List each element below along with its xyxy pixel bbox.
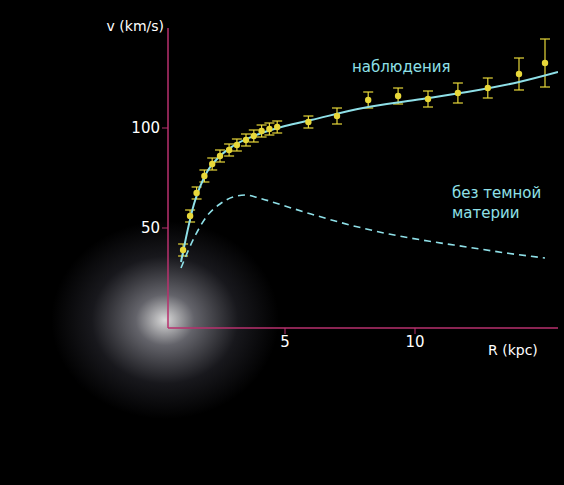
svg-text:10: 10 (405, 333, 424, 351)
html-text:R (kpc): R (kpc) (488, 342, 538, 358)
svg-text:100: 100 (131, 119, 160, 137)
html-text:без темной материи: без темной материи (452, 184, 542, 222)
svg-text:50: 50 (141, 219, 160, 237)
svg-text:5: 5 (280, 333, 290, 351)
html-text:v (km/s): v (km/s) (106, 18, 164, 34)
html-text:наблюдения: наблюдения (352, 58, 451, 76)
